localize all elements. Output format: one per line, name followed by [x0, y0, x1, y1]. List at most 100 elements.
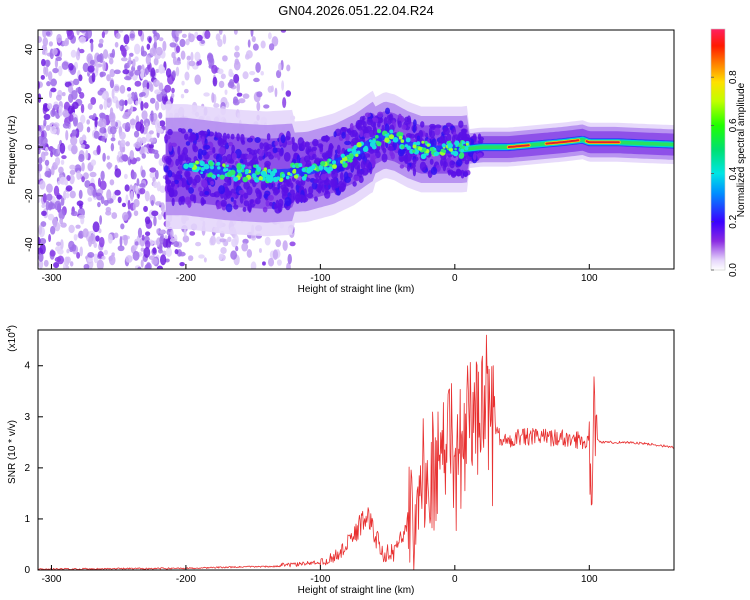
spectrogram-ridge-peak [260, 170, 267, 177]
spectrogram-ridge-blob [233, 204, 239, 210]
spectrogram-ridge-blob [258, 155, 264, 161]
spectrogram-ridge-blob [352, 181, 357, 187]
spectrogram-noise-blob [42, 30, 47, 38]
spectrogram-noise-blob [67, 105, 74, 115]
spectrogram-ridge-peak [353, 145, 358, 150]
spectrogram-noise-blob [148, 144, 154, 149]
spectrogram-noise-blob [241, 242, 249, 252]
spectrogram-noise-blob [233, 73, 240, 84]
spectrogram-noise-blob [87, 257, 93, 263]
spectrogram-noise-blob [183, 228, 187, 238]
spectrogram-noise-blob [250, 261, 257, 269]
spectrogram-ridge-blob [405, 133, 413, 138]
spectrogram-ridge-blob [198, 186, 202, 193]
spectrogram-noise-blob [78, 48, 85, 54]
spectrogram-noise-blob [109, 53, 114, 58]
spectrogram-noise-blob [137, 30, 143, 37]
spectrogram-ridge-peak [426, 143, 430, 147]
spectrogram-noise-blob [39, 237, 47, 245]
spectrogram-ridge-blob [464, 159, 470, 165]
spectrogram-ridge-peak [201, 167, 205, 171]
spectrogram-noise-blob [149, 137, 157, 143]
spectrogram-noise-blob [78, 153, 85, 163]
spectrogram-noise-blob [47, 213, 55, 221]
spectrogram-ridge-peak [301, 167, 306, 172]
spectrogram-noise-blob [50, 225, 56, 235]
spectrogram-noise-blob [119, 131, 126, 140]
spectrogram-noise-blob [90, 96, 97, 105]
spectrogram-noise-blob [89, 59, 95, 66]
spectrogram-noise-blob [215, 236, 222, 245]
spectrogram-ridge-blob [249, 159, 256, 167]
spectrogram-ridge-blob [429, 158, 434, 165]
spectrogram-ridge-blob [478, 136, 485, 141]
spectrogram-noise-blob [126, 87, 132, 92]
spectrogram-noise-blob [89, 171, 97, 178]
spectrogram-noise-blob [141, 234, 145, 241]
spectrogram-noise-blob [94, 116, 98, 128]
spectrogram-noise-blob [111, 88, 115, 100]
spectrogram-noise-blob [49, 250, 56, 257]
spectrogram-noise-blob [137, 227, 143, 238]
spectrogram-ridge-blob [184, 157, 192, 162]
spectrogram-ridge-blob [258, 191, 262, 200]
spectrogram-ridge-blob [215, 132, 223, 139]
spectrogram-noise-blob [62, 40, 69, 47]
spectrogram-noise-blob [233, 96, 238, 104]
spectrogram-ridge-blob [295, 197, 300, 204]
spectrogram-ridge-blob [321, 152, 329, 159]
spectrogram-noise-blob [118, 30, 124, 33]
spectrogram-ridge-blob [203, 144, 211, 150]
spectrogram-ridge-peak [226, 164, 229, 168]
spectrogram-noise-blob [260, 40, 266, 49]
spectrogram-ridge-peak [256, 167, 262, 172]
spectrogram-ridge-peak [416, 141, 421, 146]
spectrogram-noise-blob [153, 40, 157, 51]
spectrogram-noise-blob [109, 125, 117, 135]
spectrogram-ridge-blob [226, 133, 230, 139]
spectrogram-noise-blob [247, 39, 251, 48]
spectrogram-noise-blob [187, 255, 194, 262]
spectrogram-ridge-peak [412, 144, 417, 149]
spectrogram-noise-blob [61, 155, 67, 160]
spectrogram-noise-blob [153, 181, 158, 189]
spectrogram-ridge-blob [453, 134, 460, 140]
spectrogram-ridge-peak [327, 170, 331, 174]
spectrogram-noise-blob [39, 143, 46, 150]
spectrogram-noise-blob [48, 203, 53, 211]
spectrogram-ridge-blob [260, 180, 266, 190]
spectrogram-noise-blob [120, 223, 125, 230]
colorbar-tick-label: 0.2 [728, 214, 739, 228]
spectrogram-noise-blob [101, 92, 107, 99]
spectrogram-noise-blob [164, 235, 168, 240]
spectrogram-noise-blob [106, 74, 111, 82]
spectrogram-noise-blob [181, 80, 185, 86]
spectrogram-ridge-blob [199, 130, 205, 136]
spectrogram-ridge-blob [312, 138, 319, 147]
spectrogram-noise-blob [79, 246, 83, 257]
spectrogram-noise-blob [109, 79, 115, 89]
spectrogram-noise-blob [222, 34, 227, 45]
spectrogram-noise-blob [272, 249, 279, 260]
spectrogram-y-tick-label: 40 [24, 44, 35, 56]
spectrogram-ridge-blob [330, 178, 338, 188]
spectrogram-noise-blob [58, 166, 64, 174]
spectrogram-ridge-blob [185, 171, 190, 180]
spectrogram-noise-blob [102, 152, 106, 162]
spectrogram-noise-blob [82, 228, 89, 238]
spectrogram-ridge-blob [389, 149, 394, 157]
spectrogram-ridge-blob [363, 132, 370, 139]
spectrogram-ridge-blob [231, 152, 237, 161]
spectrogram-noise-blob [154, 119, 161, 130]
spectrogram-ridge-peak [399, 132, 404, 137]
spectrogram-noise-blob [141, 153, 146, 159]
spectrogram-noise-blob [117, 245, 125, 252]
spectrogram-ridge-blob [230, 133, 235, 140]
spectrogram-noise-blob [195, 241, 202, 247]
spectrogram-noise-blob [38, 172, 42, 180]
spectrogram-noise-blob [73, 233, 78, 241]
spectrogram-noise-blob [61, 92, 66, 97]
spectrogram-noise-blob [69, 169, 76, 176]
colorbar-tick-label: 0.8 [728, 70, 739, 84]
spectrogram-ridge-blob [200, 178, 206, 188]
